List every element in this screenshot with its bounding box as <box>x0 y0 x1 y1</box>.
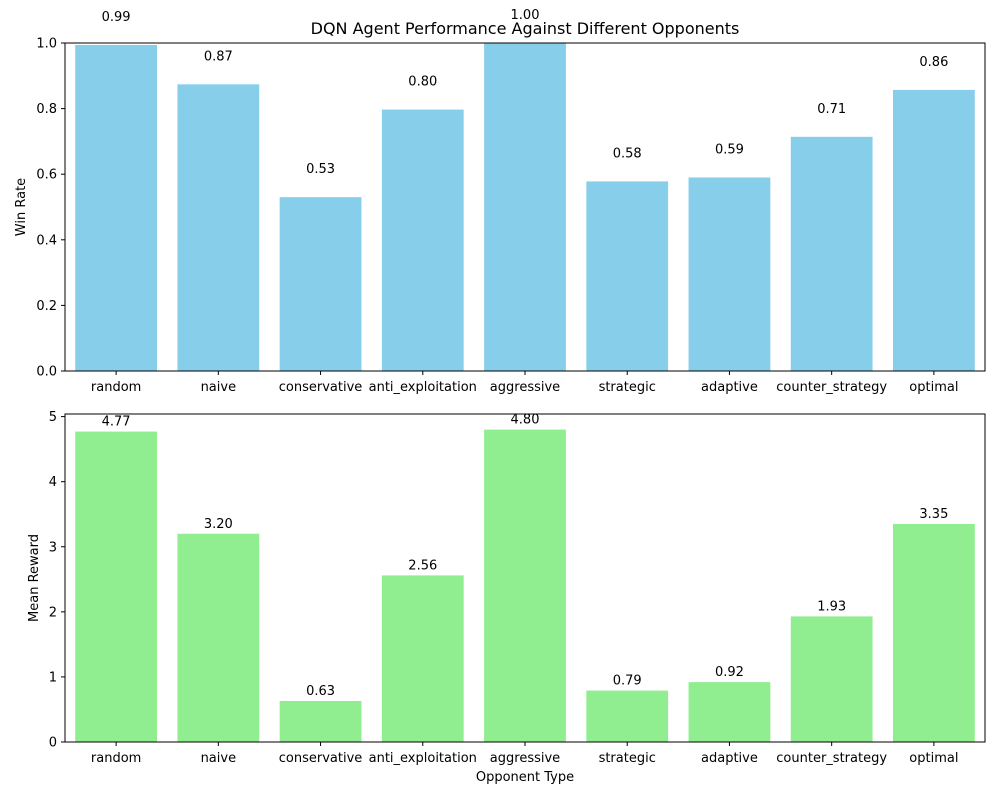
win-rate-bar-anti_exploitation <box>381 109 464 371</box>
mean-reward-ytick-label: 0 <box>49 736 57 751</box>
win-rate-value-label: 0.80 <box>408 75 437 90</box>
win-rate-value-label: 0.53 <box>306 162 335 177</box>
win-rate-ytick-label: 0.8 <box>36 102 57 117</box>
mean-reward-bar-aggressive <box>484 429 566 742</box>
mean-reward-value-label: 0.79 <box>613 674 642 689</box>
mean-reward-ytick-label: 4 <box>49 475 57 490</box>
win-rate-xtick-label: random <box>91 380 141 395</box>
mean-reward-value-label: 4.80 <box>511 413 540 428</box>
win-rate-xtick-label: aggressive <box>490 380 560 395</box>
mean-reward-xtick-label: naive <box>201 751 237 766</box>
win-rate-xtick-label: anti_exploitation <box>369 380 477 395</box>
win-rate-ytick-label: 0.4 <box>36 233 57 248</box>
win-rate-ytick-label: 0.6 <box>36 168 57 183</box>
mean-reward-bar-adaptive <box>688 682 771 742</box>
mean-reward-xtick-label: aggressive <box>490 751 560 766</box>
win-rate-bar-strategic <box>586 181 669 371</box>
win-rate-bar-random <box>75 44 157 371</box>
mean-reward-bar-random <box>75 431 157 742</box>
mean-reward-value-label: 3.35 <box>919 507 948 522</box>
mean-reward-xtick-label: adaptive <box>701 751 758 766</box>
mean-reward-xtick-label: random <box>91 751 141 766</box>
win-rate-value-label: 0.99 <box>102 10 131 25</box>
mean-reward-ytick-label: 3 <box>49 540 57 555</box>
win-rate-value-label: 0.87 <box>204 49 233 64</box>
mean-reward-x-axis-label: Opponent Type <box>476 770 574 785</box>
mean-reward-bar-naive <box>177 533 260 742</box>
win-rate-xtick-label: naive <box>201 380 237 395</box>
mean-reward-value-label: 2.56 <box>408 558 437 573</box>
win-rate-bar-adaptive <box>688 177 771 371</box>
mean-reward-xtick-label: strategic <box>599 751 656 766</box>
mean-reward-bar-conservative <box>279 701 362 742</box>
win-rate-xtick-label: adaptive <box>701 380 758 395</box>
win-rate-xtick-label: optimal <box>909 380 958 395</box>
mean-reward-ytick-label: 1 <box>49 670 57 685</box>
win-rate-value-label: 0.59 <box>715 142 744 157</box>
win-rate-xtick-label: counter_strategy <box>776 380 887 395</box>
mean-reward-xtick-label: anti_exploitation <box>369 751 477 766</box>
win-rate-bar-aggressive <box>484 43 566 371</box>
mean-reward-value-label: 0.63 <box>306 684 335 699</box>
win-rate-bar-optimal <box>893 89 975 372</box>
mean-reward-bar-anti_exploitation <box>381 575 464 742</box>
win-rate-value-label: 1.00 <box>511 8 540 23</box>
win-rate-value-label: 0.86 <box>919 55 948 70</box>
mean-reward-xtick-label: counter_strategy <box>776 751 887 766</box>
mean-reward-value-label: 0.92 <box>715 665 744 680</box>
win-rate-xtick-label: strategic <box>599 380 656 395</box>
win-rate-ytick-label: 0.2 <box>36 299 57 314</box>
mean-reward-ytick-label: 2 <box>49 605 57 620</box>
chart-title: DQN Agent Performance Against Different … <box>311 19 740 38</box>
win-rate-bar-counter_strategy <box>790 136 873 371</box>
mean-reward-value-label: 4.77 <box>102 415 131 430</box>
win-rate-ytick-label: 1.0 <box>36 37 57 52</box>
mean-reward-y-axis-label: Mean Reward <box>27 534 42 622</box>
win-rate-bar-conservative <box>279 197 362 371</box>
mean-reward-panel: random naive conservative anti_exploitation… <box>27 410 986 785</box>
mean-reward-value-label: 1.93 <box>817 599 846 614</box>
win-rate-ytick-label: 0.0 <box>36 365 57 380</box>
mean-reward-xtick-label: optimal <box>909 751 958 766</box>
win-rate-xtick-label: conservative <box>279 380 363 395</box>
win-rate-value-label: 0.71 <box>817 102 846 117</box>
mean-reward-value-label: 3.20 <box>204 517 233 532</box>
mean-reward-bar-counter_strategy <box>790 616 873 742</box>
mean-reward-xtick-label: conservative <box>279 751 363 766</box>
win-rate-y-axis-label: Win Rate <box>14 178 29 236</box>
mean-reward-ytick-label: 5 <box>49 410 57 425</box>
win-rate-value-label: 0.58 <box>613 146 642 161</box>
mean-reward-bar-optimal <box>893 523 975 742</box>
mean-reward-bar-strategic <box>586 690 669 742</box>
win-rate-bar-naive <box>177 84 260 371</box>
win-rate-panel: random naive conservative anti_exploitation… <box>14 8 986 395</box>
